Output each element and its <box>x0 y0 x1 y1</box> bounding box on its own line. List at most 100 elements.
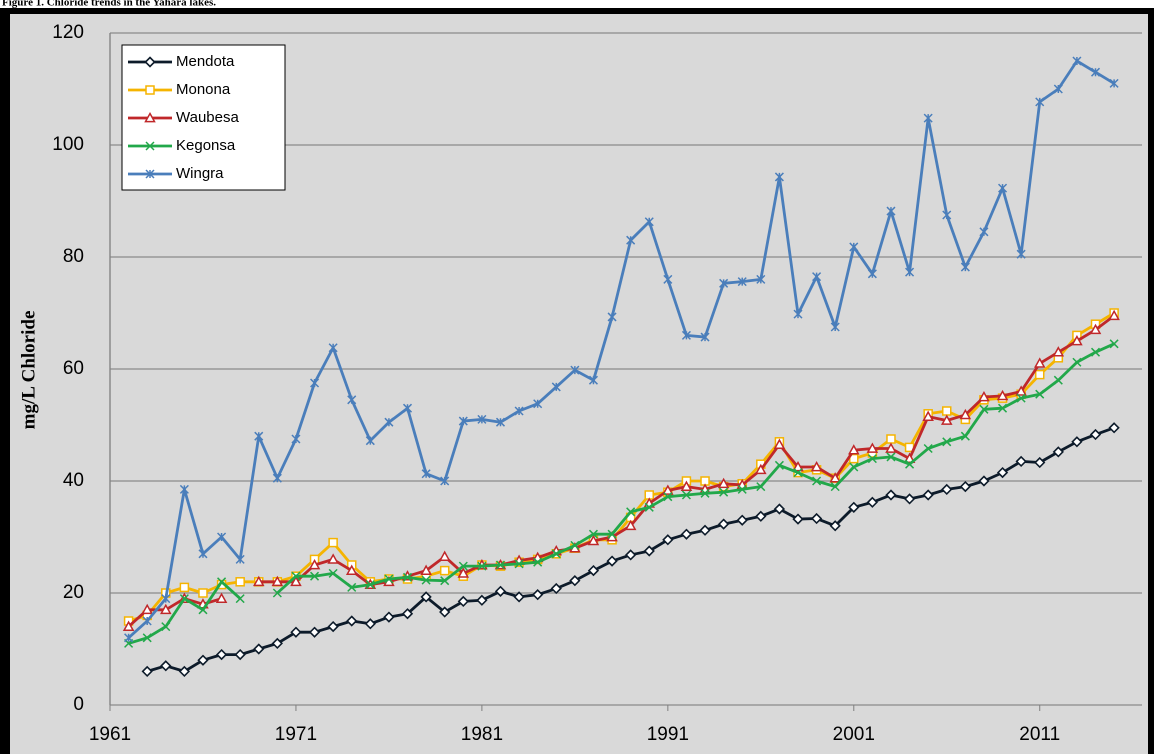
marker <box>849 462 859 472</box>
marker <box>1033 357 1046 368</box>
marker <box>810 460 823 472</box>
marker <box>774 460 784 470</box>
marker <box>421 469 431 479</box>
marker <box>198 588 208 598</box>
y-tick-label: 0 <box>73 694 84 715</box>
marker <box>886 206 896 216</box>
marker <box>494 585 507 597</box>
marker <box>1090 67 1101 77</box>
marker <box>793 468 803 478</box>
marker <box>327 620 339 633</box>
marker <box>179 594 189 604</box>
marker <box>978 390 990 402</box>
marker <box>626 235 636 245</box>
marker <box>681 330 691 340</box>
marker <box>1071 436 1083 448</box>
marker <box>532 589 544 601</box>
marker <box>145 141 155 151</box>
marker <box>513 591 525 603</box>
marker <box>885 442 897 453</box>
marker <box>533 399 543 409</box>
marker <box>737 277 747 287</box>
marker <box>145 85 155 95</box>
marker <box>644 502 654 512</box>
marker <box>829 472 841 483</box>
marker <box>941 483 953 496</box>
marker <box>383 611 395 623</box>
y-tick-label: 20 <box>63 582 84 603</box>
marker <box>1089 428 1102 441</box>
marker <box>570 540 580 550</box>
marker <box>161 594 171 604</box>
marker <box>365 436 375 446</box>
marker <box>365 580 375 590</box>
marker <box>384 417 394 427</box>
marker <box>905 267 915 277</box>
marker <box>979 227 989 237</box>
marker <box>308 626 321 638</box>
marker <box>940 414 953 425</box>
marker <box>272 588 282 598</box>
marker <box>477 561 487 571</box>
marker <box>308 558 321 570</box>
marker <box>291 571 301 581</box>
marker <box>1108 309 1120 321</box>
marker <box>588 529 598 539</box>
marker <box>719 278 729 288</box>
marker <box>587 564 600 577</box>
marker <box>959 480 971 493</box>
marker <box>495 560 506 570</box>
marker <box>514 406 524 416</box>
marker <box>773 503 786 515</box>
marker <box>290 575 302 587</box>
marker <box>848 444 860 455</box>
marker <box>1072 357 1082 367</box>
marker <box>197 654 209 666</box>
y-axis-title: mg/L Chloride <box>18 311 39 430</box>
marker <box>662 534 674 546</box>
marker <box>1109 339 1119 349</box>
marker <box>254 431 264 441</box>
plot-area: 0 20 40 60 80 100 120 1961 1971 1981 1991 2001 2011 M… <box>52 22 1142 745</box>
marker <box>588 375 598 385</box>
marker <box>179 582 190 593</box>
legend-label: Kegonsa <box>176 137 236 154</box>
marker <box>458 416 468 426</box>
marker <box>328 568 338 578</box>
marker <box>421 575 431 585</box>
marker <box>1034 369 1045 380</box>
marker <box>756 482 766 492</box>
marker <box>215 648 228 661</box>
marker <box>792 513 804 525</box>
marker <box>457 567 470 578</box>
marker <box>866 442 879 453</box>
marker <box>700 488 710 498</box>
marker <box>1035 97 1045 107</box>
marker <box>495 417 506 427</box>
marker <box>364 618 376 630</box>
marker <box>942 437 952 447</box>
marker <box>252 575 265 587</box>
marker <box>440 476 450 486</box>
marker <box>848 501 860 513</box>
legend-label: Monona <box>176 81 231 98</box>
marker <box>440 576 450 586</box>
marker <box>1072 56 1082 66</box>
marker <box>942 406 952 416</box>
marker <box>1089 323 1102 335</box>
marker <box>1034 456 1046 469</box>
marker <box>625 549 637 561</box>
marker <box>1015 385 1027 396</box>
marker <box>438 550 451 561</box>
marker <box>755 463 767 475</box>
marker <box>1053 84 1063 94</box>
marker <box>607 529 617 539</box>
marker <box>179 484 189 494</box>
marker <box>886 434 896 444</box>
x-tick-label: 2001 <box>833 724 875 745</box>
marker <box>587 534 600 546</box>
x-tick-label: 1971 <box>275 724 317 745</box>
marker <box>1053 375 1063 385</box>
marker <box>829 520 841 532</box>
marker <box>570 365 580 375</box>
